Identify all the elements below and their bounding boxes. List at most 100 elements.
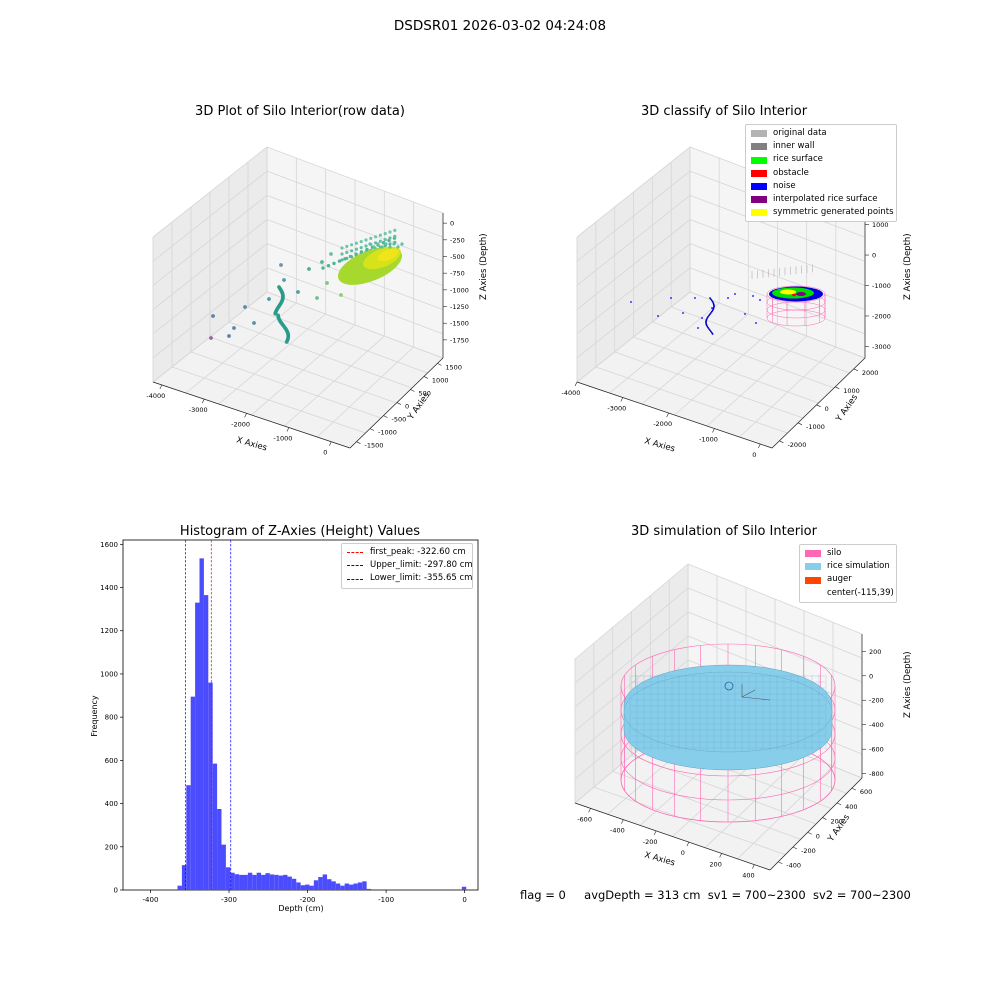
- histogram-bar: [366, 888, 372, 890]
- x-tick-mark: [686, 841, 690, 847]
- histogram-y-axis-label: Frequency: [90, 695, 99, 737]
- y-tick-mark: [835, 386, 840, 390]
- legend-label: rice simulation: [827, 561, 890, 572]
- y-tick-label: -200: [801, 847, 816, 855]
- raw-3d-points: [209, 228, 404, 344]
- y-tick-label: -1000: [806, 423, 825, 431]
- noise-point: [709, 313, 711, 316]
- z-tick-label: 0: [869, 672, 873, 680]
- data-point: [381, 241, 386, 245]
- y-tick-label: 200: [830, 818, 842, 826]
- raw-plot-title: 3D Plot of Silo Interior(row data): [195, 104, 405, 119]
- classify-z-axis-label: Z Axies (Depth): [903, 233, 913, 300]
- data-point: [329, 252, 333, 256]
- y-tick-mark: [816, 404, 821, 408]
- data-point: [252, 321, 256, 325]
- data-point: [372, 245, 376, 249]
- noise-point: [759, 299, 761, 301]
- z-tick-label: 1000: [872, 221, 889, 229]
- legend-label: inner wall: [773, 141, 815, 152]
- data-point: [340, 258, 344, 262]
- y-tick-mark: [792, 846, 798, 850]
- axis-edge: [576, 381, 773, 449]
- data-point: [388, 236, 392, 240]
- y-tick-label: -400: [786, 862, 801, 870]
- legend-label: symmetric generated points: [773, 207, 894, 218]
- noise-point: [630, 301, 632, 303]
- noise-point: [705, 320, 707, 323]
- x-tick-label: -3000: [189, 406, 208, 414]
- x-tick-label: -300: [221, 896, 237, 904]
- x-tick-label: -600: [577, 815, 592, 823]
- data-point: [284, 340, 289, 344]
- data-point: [378, 239, 382, 243]
- histogram-bar: [269, 874, 275, 890]
- legend-swatch: [751, 196, 767, 204]
- legend-swatch: [805, 550, 821, 558]
- data-point: [393, 228, 397, 232]
- z-tick-label: -750: [450, 270, 465, 278]
- x-tick-label: -2000: [653, 420, 672, 428]
- left-gridline: [576, 146, 691, 238]
- y-tick-label: 0: [816, 832, 820, 840]
- x-tick-label: 0: [681, 849, 685, 857]
- back-gridline: [687, 587, 863, 659]
- z-tick-label: -1000: [872, 282, 891, 290]
- data-point: [340, 252, 344, 256]
- raw-z-axis-label: Z Axies (Depth): [479, 233, 489, 300]
- x-tick-label: 0: [462, 896, 466, 904]
- axis-edge: [771, 357, 866, 449]
- noise-point: [709, 297, 711, 299]
- data-point: [374, 235, 378, 239]
- z-tick-label: -400: [869, 721, 884, 729]
- histogram-bar: [252, 874, 257, 890]
- raw-3d-axes-box: [152, 146, 444, 449]
- noise-point: [708, 328, 710, 330]
- legend-entry: first_peak: -322.60 cm: [347, 546, 467, 559]
- histogram-bar: [318, 877, 323, 890]
- z-tick-label: 0: [450, 220, 454, 228]
- classify-x-axis-label: X Axies: [643, 436, 676, 454]
- x-tick-label: -100: [378, 896, 394, 904]
- y-tick-label: 400: [845, 803, 857, 811]
- legend-swatch: [751, 209, 767, 217]
- data-point: [282, 278, 286, 282]
- legend-label: first_peak: -322.60 cm: [370, 547, 466, 557]
- data-point: [383, 232, 387, 236]
- classify-y-axis-label: Y Axies: [834, 392, 861, 424]
- silo-wire-ring: [766, 301, 826, 319]
- simulation-plot-title: 3D simulation of Silo Interior: [631, 524, 817, 539]
- data-point: [273, 311, 278, 316]
- x-tick-mark: [719, 853, 722, 858]
- data-point: [321, 266, 325, 270]
- histogram-bar: [177, 885, 182, 890]
- histogram-bar: [234, 874, 240, 890]
- z-tick-label: -1500: [450, 320, 469, 328]
- y-tick-label: 0: [114, 887, 118, 895]
- data-point: [345, 244, 349, 248]
- histogram-bar: [305, 884, 310, 890]
- data-point: [374, 241, 378, 245]
- noise-point: [694, 297, 696, 299]
- y-tick-label: 1000: [843, 387, 860, 395]
- legend-label: original data: [773, 128, 827, 138]
- data-point: [380, 245, 384, 249]
- histogram-bar: [221, 844, 226, 890]
- histogram-bar: [208, 682, 213, 890]
- data-point: [337, 259, 342, 263]
- histogram-bars: [177, 558, 467, 890]
- y-tick-label: 800: [105, 714, 118, 722]
- x-tick-mark: [666, 412, 669, 418]
- center-axis: [741, 689, 756, 698]
- y-tick-label: 600: [860, 788, 872, 796]
- y-tick-mark: [383, 415, 388, 418]
- data-point: [339, 293, 343, 297]
- legend-entry: symmetric generated points: [751, 206, 894, 219]
- histogram-x-axis-label: Depth (cm): [278, 904, 323, 913]
- x-tick-mark: [286, 427, 290, 432]
- x-tick-label: -1000: [699, 436, 718, 444]
- legend-swatch: [751, 182, 767, 190]
- obstacle: [792, 293, 796, 297]
- legend-label: interpolated rice surface: [773, 194, 878, 205]
- noise-point: [711, 333, 714, 335]
